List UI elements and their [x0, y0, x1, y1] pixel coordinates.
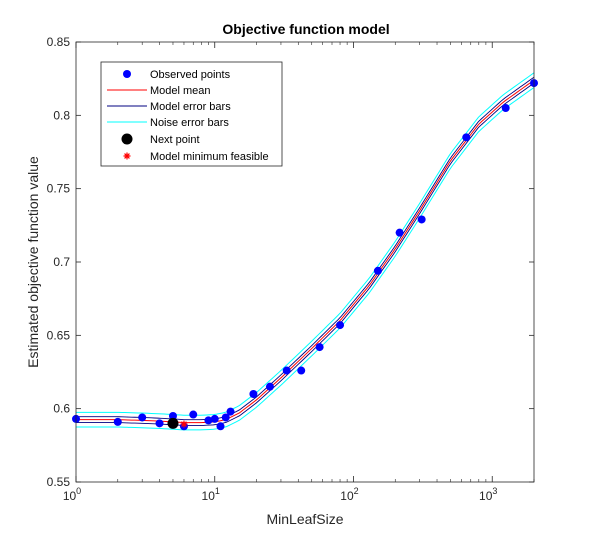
y-tick-label: 0.65	[47, 328, 71, 342]
x-tick-label: 101	[202, 486, 220, 503]
observed-point	[373, 266, 382, 275]
model-error-upper	[76, 76, 535, 421]
y-tick-label: 0.8	[53, 108, 70, 122]
model-error-lower	[76, 82, 535, 426]
observed-point	[265, 382, 274, 391]
legend: Observed points Model mean Model error bar…	[100, 61, 283, 167]
model-mean-line	[76, 79, 535, 424]
model-minimum-feasible-marker	[180, 420, 188, 428]
legend-entry: Model minimum feasible	[123, 151, 269, 163]
observed-point	[138, 413, 147, 422]
x-tick-label: 102	[340, 486, 358, 503]
observed-point	[315, 343, 324, 352]
minimum-star-strokes	[180, 420, 188, 428]
observed-point	[249, 390, 258, 398]
x-tick-label: 100	[63, 486, 81, 503]
legend-large-dot-swatch	[121, 133, 133, 145]
y-axis-label: Estimated objective function value	[25, 156, 41, 368]
legend-star-swatch	[123, 152, 131, 160]
observed-point	[282, 366, 291, 375]
observed-point	[501, 104, 510, 112]
observed-point	[226, 407, 235, 416]
next-point	[167, 417, 179, 429]
chart-title: Objective function model	[222, 21, 389, 37]
legend-label: Observed points	[150, 69, 231, 81]
legend-label: Model mean	[150, 85, 211, 97]
observed-point	[417, 215, 426, 224]
legend-label: Next point	[150, 134, 200, 146]
observed-point	[204, 416, 213, 425]
legend-box	[100, 61, 283, 167]
legend-label: Model minimum feasible	[150, 151, 269, 163]
observed-point	[462, 133, 471, 142]
y-tick-label: 0.55	[47, 475, 71, 489]
observed-point	[168, 412, 177, 420]
legend-entry: Model mean	[107, 85, 211, 97]
x-tick-base: 10	[340, 489, 354, 503]
x-axis-label: MinLeafSize	[266, 511, 343, 527]
y-tick-label: 0.75	[47, 182, 71, 196]
x-tick-base: 10	[63, 489, 77, 503]
plot-area	[72, 72, 538, 431]
legend-dot-swatch	[123, 70, 131, 78]
observed-point	[216, 422, 225, 431]
observed-point	[395, 228, 404, 237]
x-tick-base: 10	[202, 489, 216, 503]
observed-point	[113, 417, 122, 426]
legend-entry: Noise error bars	[107, 117, 229, 129]
x-tick-exponent: 1	[215, 486, 220, 496]
observed-point	[189, 410, 198, 419]
legend-label: Noise error bars	[150, 117, 229, 129]
legend-label: Model error bars	[150, 101, 231, 113]
x-tick-exponent: 0	[76, 486, 81, 496]
x-tick-exponent: 2	[354, 486, 359, 496]
observed-point	[297, 366, 306, 375]
legend-entry: Model error bars	[107, 101, 231, 113]
legend-entry: Observed points	[123, 69, 231, 81]
observed-point	[221, 413, 230, 422]
x-tick-base: 10	[479, 489, 493, 503]
minimum-star-strokes	[123, 152, 131, 160]
y-tick-label: 0.7	[53, 255, 70, 269]
x-tick-exponent: 3	[492, 486, 497, 496]
y-tick-label: 0.85	[47, 35, 71, 49]
observed-point	[155, 419, 164, 428]
observed-point	[336, 321, 345, 330]
x-tick-label: 103	[479, 486, 497, 503]
noise-error-upper	[76, 72, 535, 416]
noise-error-lower	[76, 87, 535, 431]
observed-point	[210, 414, 219, 423]
legend-entry: Next point	[121, 133, 200, 146]
y-tick-label: 0.6	[53, 402, 70, 416]
